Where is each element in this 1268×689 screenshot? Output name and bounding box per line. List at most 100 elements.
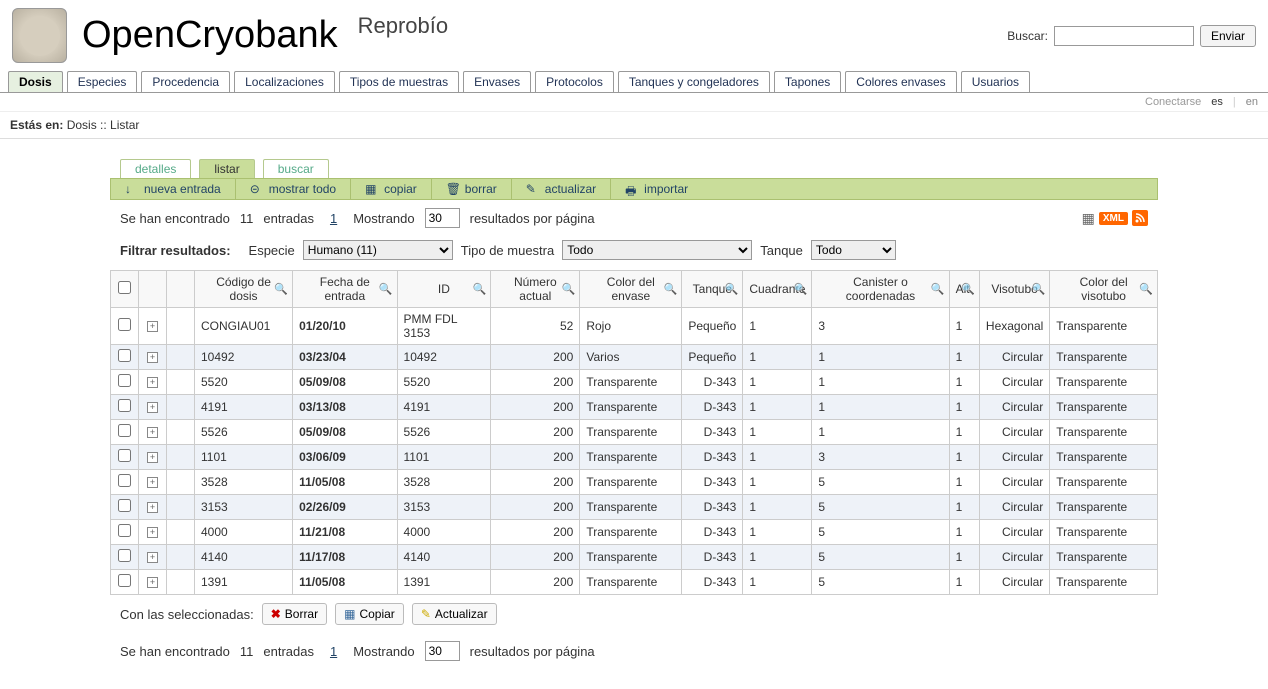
col-header: Tanque🔍 [682, 271, 743, 308]
search-icon[interactable]: 🔍 [1032, 283, 1046, 296]
subtab-buscar[interactable]: buscar [263, 159, 329, 178]
nav-tab-tipos-de-muestras[interactable]: Tipos de muestras [339, 71, 459, 92]
expand-icon[interactable]: + [147, 377, 158, 388]
nav-tab-localizaciones[interactable]: Localizaciones [234, 71, 335, 92]
row-checkbox[interactable] [118, 474, 131, 487]
nav-tab-especies[interactable]: Especies [67, 71, 138, 92]
search-icon[interactable]: 🔍 [931, 283, 945, 296]
cell-cuadrante: 1 [743, 445, 812, 470]
action-importar[interactable]: 🖶importar [611, 179, 702, 199]
page-number[interactable]: 1 [330, 211, 337, 226]
xml-badge[interactable]: XML [1099, 212, 1128, 225]
search-icon[interactable]: 🔍 [379, 283, 393, 296]
search-icon[interactable]: 🔍 [473, 283, 487, 296]
grid-icon[interactable]: ▦ [1082, 210, 1095, 227]
cell-codigo: CONGIAU01 [195, 308, 293, 345]
cell-canister: 5 [812, 495, 949, 520]
action-nueva-entrada[interactable]: ↓nueva entrada [111, 179, 236, 199]
cell-color: Transparente [580, 395, 682, 420]
expand-icon[interactable]: + [147, 402, 158, 413]
nav-tab-dosis[interactable]: Dosis [8, 71, 63, 92]
cell-cuadrante: 1 [743, 370, 812, 395]
action-copiar[interactable]: ▦copiar [351, 179, 432, 199]
cell-cuadrante: 1 [743, 308, 812, 345]
especie-select[interactable]: Humano (11) [303, 240, 453, 260]
expand-icon[interactable]: + [147, 577, 158, 588]
row-checkbox[interactable] [118, 424, 131, 437]
cell-alt: 1 [949, 520, 979, 545]
search-icon[interactable]: 🔍 [274, 283, 288, 296]
borrar-button[interactable]: ✖Borrar [262, 603, 327, 625]
table-row: +315302/26/093153200TransparenteD-343151… [111, 495, 1158, 520]
nav-tab-colores-envases[interactable]: Colores envases [845, 71, 956, 92]
cell-fecha: 11/17/08 [293, 545, 397, 570]
cell-canister: 1 [812, 395, 949, 420]
action-borrar[interactable]: 🗑borrar [432, 179, 512, 199]
search-icon[interactable]: 🔍 [664, 283, 678, 296]
cell-tanque: D-343 [682, 420, 743, 445]
connect-link[interactable]: Conectarse [1145, 96, 1201, 108]
tanque-select[interactable]: Todo [811, 240, 896, 260]
cell-tanque: D-343 [682, 545, 743, 570]
cell-visotubo: Circular [979, 570, 1049, 595]
search-icon[interactable]: 🔍 [794, 283, 808, 296]
row-checkbox[interactable] [118, 549, 131, 562]
copiar-button[interactable]: ▦Copiar [335, 603, 404, 625]
cell-visotubo: Circular [979, 370, 1049, 395]
cell-color: Transparente [580, 570, 682, 595]
row-checkbox[interactable] [118, 524, 131, 537]
cell-cuadrante: 1 [743, 420, 812, 445]
actualizar-button[interactable]: ✎Actualizar [412, 603, 497, 625]
cell-color: Transparente [580, 545, 682, 570]
subtab-listar[interactable]: listar [199, 159, 254, 178]
row-checkbox[interactable] [118, 318, 131, 331]
rss-icon[interactable] [1132, 210, 1148, 226]
action-mostrar-todo[interactable]: ⊝mostrar todo [236, 179, 351, 199]
expand-icon[interactable]: + [147, 477, 158, 488]
select-all-checkbox[interactable] [118, 281, 131, 294]
cell-cuadrante: 1 [743, 495, 812, 520]
row-checkbox[interactable] [118, 499, 131, 512]
content: detalles listar buscar ↓nueva entrada⊝most… [0, 139, 1268, 689]
col-header [139, 271, 167, 308]
nav-tab-envases[interactable]: Envases [463, 71, 531, 92]
expand-icon[interactable]: + [147, 502, 158, 513]
expand-icon[interactable]: + [147, 352, 158, 363]
cell-canister: 5 [812, 570, 949, 595]
expand-icon[interactable]: + [147, 427, 158, 438]
table-row: +139111/05/081391200TransparenteD-343151… [111, 570, 1158, 595]
cell-color: Transparente [580, 520, 682, 545]
search-icon[interactable]: 🔍 [961, 283, 975, 296]
expand-icon[interactable]: + [147, 452, 158, 463]
nav-tab-usuarios[interactable]: Usuarios [961, 71, 1030, 92]
row-checkbox[interactable] [118, 574, 131, 587]
expand-icon[interactable]: + [147, 321, 158, 332]
nav-tab-procedencia[interactable]: Procedencia [141, 71, 230, 92]
row-checkbox[interactable] [118, 399, 131, 412]
nav-tab-protocolos[interactable]: Protocolos [535, 71, 614, 92]
lang-es[interactable]: es [1211, 96, 1223, 108]
expand-icon[interactable]: + [147, 552, 158, 563]
tipo-select[interactable]: Todo [562, 240, 752, 260]
data-table: Código de dosis🔍Fecha de entrada🔍ID🔍Núme… [110, 270, 1158, 595]
table-row: +414011/17/084140200TransparenteD-343151… [111, 545, 1158, 570]
search-icon[interactable]: 🔍 [562, 283, 576, 296]
search-input[interactable] [1054, 26, 1194, 46]
per-page-input-bottom[interactable] [425, 641, 460, 661]
nav-tab-tanques-y-congeladores[interactable]: Tanques y congeladores [618, 71, 770, 92]
action-actualizar[interactable]: ✎actualizar [512, 179, 611, 199]
row-checkbox[interactable] [118, 449, 131, 462]
search-icon[interactable]: 🔍 [1139, 283, 1153, 296]
row-checkbox[interactable] [118, 374, 131, 387]
nav-tab-tapones[interactable]: Tapones [774, 71, 841, 92]
search-submit-button[interactable]: Enviar [1200, 25, 1256, 47]
row-checkbox[interactable] [118, 349, 131, 362]
per-page-input[interactable] [425, 208, 460, 228]
lang-en[interactable]: en [1246, 96, 1258, 108]
cell-fecha: 05/09/08 [293, 420, 397, 445]
subtab-detalles[interactable]: detalles [120, 159, 191, 178]
table-row: +110103/06/091101200TransparenteD-343131… [111, 445, 1158, 470]
expand-icon[interactable]: + [147, 527, 158, 538]
search-icon[interactable]: 🔍 [725, 283, 739, 296]
page-number-bottom[interactable]: 1 [330, 644, 337, 659]
